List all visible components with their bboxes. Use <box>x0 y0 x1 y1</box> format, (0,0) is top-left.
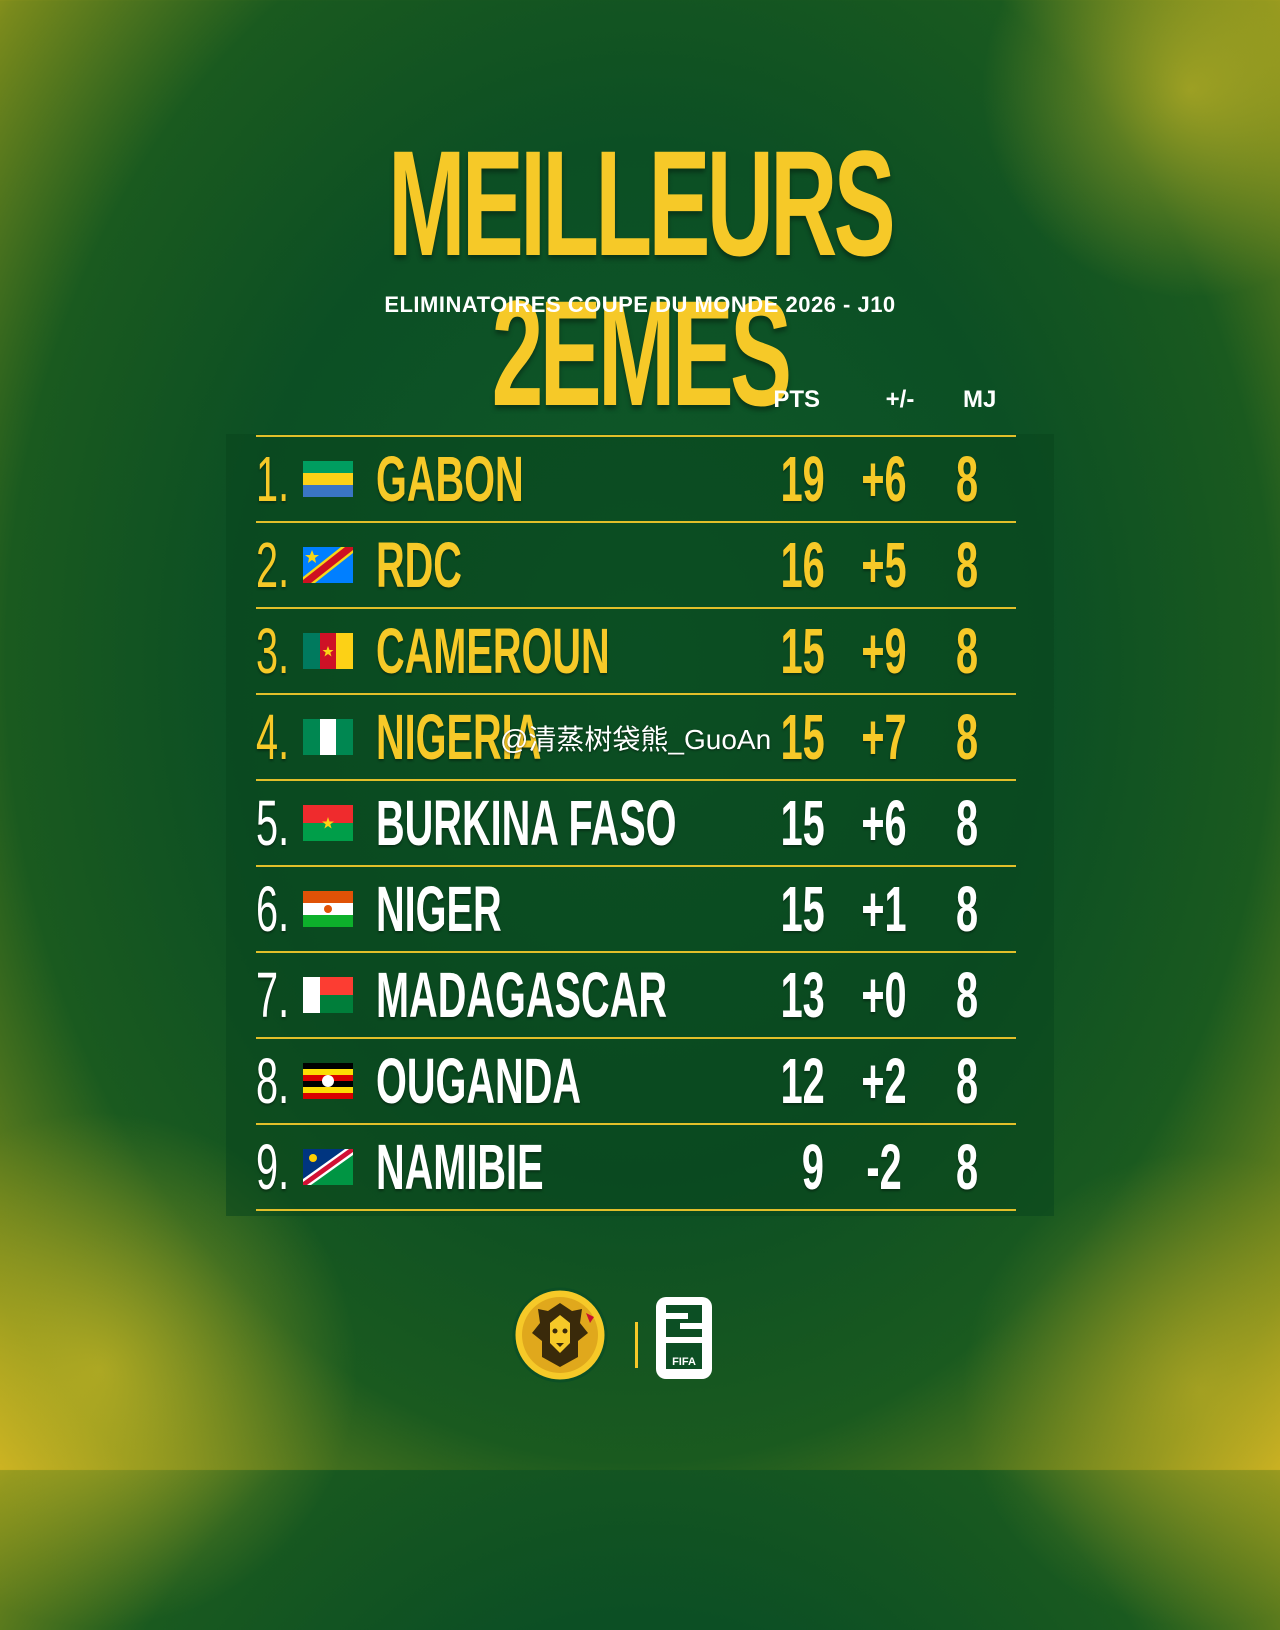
team-points: 19 <box>780 443 825 515</box>
logo-separator <box>635 1322 638 1368</box>
team-name: CAMEROUN <box>376 615 610 687</box>
team-matches-played: 8 <box>956 615 979 687</box>
rank-number: 2. <box>256 529 290 601</box>
team-name: MADAGASCAR <box>376 959 667 1031</box>
team-matches-played: 8 <box>956 1131 979 1203</box>
fifa-2026-logo: FIFA <box>656 1297 712 1379</box>
table-row: 2. RDC 16 +5 8 <box>256 521 1016 607</box>
lion-crest-logo <box>512 1287 608 1383</box>
namibia-flag <box>303 1149 353 1185</box>
team-goal-difference: +9 <box>861 615 907 687</box>
rank-number: 6. <box>256 873 290 945</box>
cameroon-flag <box>303 633 353 669</box>
team-matches-played: 8 <box>956 443 979 515</box>
team-name: GABON <box>376 443 524 515</box>
team-goal-difference: -2 <box>866 1131 902 1203</box>
team-goal-difference: +6 <box>861 443 907 515</box>
team-name: BURKINA FASO <box>376 787 677 859</box>
team-points: 15 <box>780 873 825 945</box>
table-row: 8. OUGANDA 12 +2 8 <box>256 1037 1016 1123</box>
table-row: 7. MADAGASCAR 13 +0 8 <box>256 951 1016 1037</box>
standings-panel <box>226 434 1054 1216</box>
madagascar-flag <box>303 977 353 1013</box>
team-name: NAMIBIE <box>376 1131 544 1203</box>
rank-number: 3. <box>256 615 290 687</box>
rdc-flag <box>303 547 353 583</box>
rank-number: 7. <box>256 959 290 1031</box>
team-name: OUGANDA <box>376 1045 582 1117</box>
rank-number: 1. <box>256 443 290 515</box>
rank-number: 8. <box>256 1045 290 1117</box>
table-row: 5. BURKINA FASO 15 +6 8 <box>256 779 1016 865</box>
team-points: 16 <box>780 529 825 601</box>
team-points: 15 <box>780 615 825 687</box>
nigeria-flag <box>303 719 353 755</box>
rank-number: 5. <box>256 787 290 859</box>
table-row: 1. GABON 19 +6 8 <box>256 435 1016 521</box>
team-points: 15 <box>780 787 825 859</box>
team-matches-played: 8 <box>956 959 979 1031</box>
team-matches-played: 8 <box>956 529 979 601</box>
uganda-flag <box>303 1063 353 1099</box>
table-row: 6. NIGER 15 +1 8 <box>256 865 1016 951</box>
table-row: 3. CAMEROUN 15 +9 8 <box>256 607 1016 693</box>
team-goal-difference: +6 <box>861 787 907 859</box>
team-points: 13 <box>780 959 825 1031</box>
team-goal-difference: +2 <box>861 1045 907 1117</box>
team-goal-difference: +0 <box>861 959 907 1031</box>
watermark: @清蒸树袋熊_GuoAn <box>500 724 772 755</box>
rank-number: 9. <box>256 1131 290 1203</box>
team-matches-played: 8 <box>956 1045 979 1117</box>
team-name: RDC <box>376 529 462 601</box>
table-row: 4. NIGERIA 15 +7 8 <box>256 693 1016 779</box>
team-points: 9 <box>801 1131 824 1203</box>
page-subtitle: ELIMINATOIRES COUPE DU MONDE 2026 - J10 <box>384 292 896 317</box>
team-matches-played: 8 <box>956 701 979 773</box>
niger-flag <box>303 891 353 927</box>
team-matches-played: 8 <box>956 873 979 945</box>
column-header-pts: PTS <box>773 386 820 413</box>
team-points: 15 <box>780 701 825 773</box>
gabon-flag <box>303 461 353 497</box>
team-matches-played: 8 <box>956 787 979 859</box>
page-title: MEILLEURS 2EMES <box>388 119 896 437</box>
standings-table: 1. GABON 19 +6 8 2. RDC 16 +5 8 3. CAMEROUN 15 +9 8 4. N… <box>256 435 1016 1211</box>
team-goal-difference: +1 <box>861 873 907 945</box>
fifa-text: FIFA <box>672 1356 696 1368</box>
team-name: NIGER <box>376 873 502 945</box>
team-goal-difference: +7 <box>861 701 907 773</box>
team-name: NIGERIA <box>376 701 542 773</box>
column-header-matches-played: MJ <box>963 386 997 413</box>
team-goal-difference: +5 <box>861 529 907 601</box>
rank-number: 4. <box>256 701 290 773</box>
burkina-faso-flag <box>303 805 353 841</box>
team-points: 12 <box>780 1045 825 1117</box>
column-header-goal-difference: +/- <box>885 386 915 413</box>
table-row: 9. NAMIBIE 9 -2 8 <box>256 1123 1016 1211</box>
